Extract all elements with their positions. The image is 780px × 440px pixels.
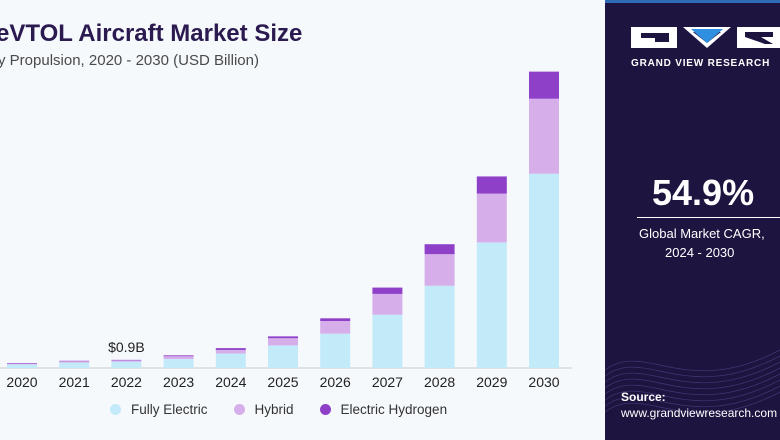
bar-2021-hybrid [59, 361, 90, 363]
bar-2029-fully-electric [476, 242, 507, 368]
cagr-label: Global Market CAGR, 2024 - 2030 [639, 224, 780, 262]
x-tick-label-2025: 2025 [267, 374, 298, 390]
x-tick-label-2029: 2029 [476, 374, 507, 390]
bar-2026-electric-hydrogen [320, 318, 351, 322]
x-tick-label-2020: 2020 [6, 374, 37, 390]
bar-2020-hybrid [7, 363, 37, 365]
legend-item-electric-hydrogen: Electric Hydrogen [319, 402, 448, 417]
cagr-label-line2: 2024 - 2030 [665, 245, 735, 260]
bar-2022-hybrid [111, 360, 142, 362]
data-label-2022: $0.9B [108, 339, 145, 355]
legend-swatch-electric-hydrogen [319, 404, 331, 415]
x-tick-label-2023: 2023 [163, 374, 194, 390]
bar-2030-electric-hydrogen [529, 71, 559, 99]
x-tick-label-2026: 2026 [320, 374, 351, 390]
bar-2022-fully-electric [111, 361, 142, 368]
bar-2022-electric-hydrogen [111, 359, 142, 361]
bar-2021-fully-electric [59, 362, 90, 368]
stacked-bar-chart: 2020 2021 2022 $0.9B 2023 2024 2025 2026 2027 202… [0, 71, 572, 390]
x-tick-label-2024: 2024 [215, 374, 246, 390]
bar-2024-hybrid [215, 349, 246, 354]
source-label: Source: [621, 390, 666, 404]
bar-2028-fully-electric [424, 285, 455, 368]
bar-2020-electric-hydrogen [7, 363, 37, 364]
chart-legend: Fully Electric Hybrid Electric Hydrogen [110, 402, 447, 417]
x-tick-label-2028: 2028 [424, 374, 455, 390]
bar-2021-electric-hydrogen [59, 360, 90, 362]
grand-view-research-logo-icon [631, 27, 780, 48]
bar-2028-electric-hydrogen [424, 244, 455, 255]
legend-label-hybrid: Hybrid [254, 402, 294, 417]
legend-swatch-fully-electric [110, 404, 121, 415]
bar-2020-fully-electric [7, 364, 37, 368]
cagr-value: 54.9% [652, 172, 755, 213]
legend-swatch-hybrid [233, 404, 245, 415]
bar-2024-electric-hydrogen [215, 348, 246, 350]
bar-2026-fully-electric [320, 333, 351, 368]
x-tick-label-2030: 2030 [528, 374, 559, 390]
bar-2027-fully-electric [372, 314, 403, 368]
bar-2028-hybrid [424, 254, 455, 286]
bar-2025-electric-hydrogen [268, 336, 298, 339]
x-tick-label-2027: 2027 [372, 374, 403, 390]
info-panel: GRAND VIEW RESEARCH 54.9% Global Market … [605, 0, 780, 440]
bar-2023-electric-hydrogen [163, 355, 194, 357]
bar-2030-fully-electric [529, 173, 559, 368]
bar-2027-hybrid [372, 293, 403, 315]
bar-2026-hybrid [320, 321, 351, 334]
legend-label-fully-electric: Fully Electric [131, 402, 208, 417]
decorative-wave-graphic [605, 349, 780, 414]
legend-item-hybrid: Hybrid [233, 402, 294, 417]
bar-2025-fully-electric [268, 345, 298, 368]
legend-label-electric-hydrogen: Electric Hydrogen [340, 402, 448, 417]
x-tick-label-2022: 2022 [111, 374, 142, 390]
cagr-label-line1: Global Market CAGR, [639, 226, 765, 241]
chart-panel: eVTOL Aircraft Market Size y Propulsion,… [0, 20, 572, 417]
bar-2029-electric-hydrogen [476, 176, 507, 194]
panel-top-accent [605, 0, 780, 3]
bar-2029-hybrid [476, 193, 507, 243]
chart-title: eVTOL Aircraft Market Size [0, 20, 303, 47]
cagr-divider [637, 217, 780, 218]
bar-2027-electric-hydrogen [372, 287, 403, 294]
source-url[interactable]: www.grandviewresearch.com [621, 406, 778, 420]
chart-subtitle: y Propulsion, 2020 - 2030 (USD Billion) [0, 52, 259, 69]
brand-name: GRAND VIEW RESEARCH [631, 58, 771, 69]
x-tick-label-2021: 2021 [59, 374, 90, 390]
bar-2023-hybrid [163, 356, 194, 359]
bar-2030-hybrid [529, 98, 559, 174]
bar-2023-fully-electric [163, 358, 194, 368]
legend-item-fully-electric: Fully Electric [110, 402, 208, 417]
bar-2024-fully-electric [215, 353, 246, 368]
bar-2025-hybrid [268, 338, 298, 346]
